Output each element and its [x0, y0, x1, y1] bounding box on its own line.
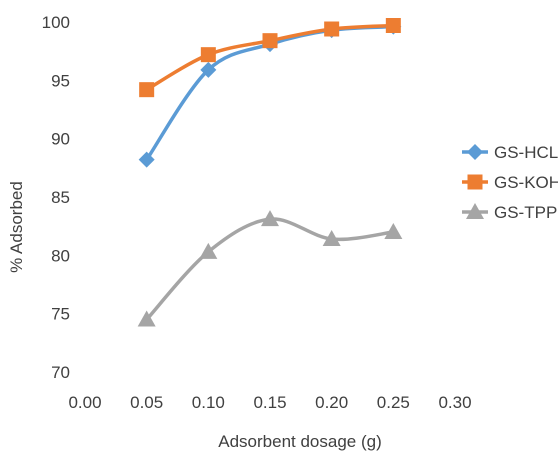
x-axis-ticks: 0.00 0.05 0.10 0.15 0.20 0.25 0.30: [68, 393, 471, 412]
y-axis-ticks: 70 75 80 85 90 95 100: [42, 13, 70, 382]
data-point-gs-koh: [324, 21, 340, 37]
legend-label: GS-HCL: [494, 143, 558, 162]
legend: GS-HCL GS-KOH GS-TPP: [462, 143, 558, 222]
series-line-gs-tpp: [145, 217, 394, 321]
data-point-gs-tpp: [137, 310, 156, 327]
x-tick-label: 0.15: [253, 393, 286, 412]
y-tick-label: 70: [51, 363, 70, 382]
y-tick-label: 75: [51, 305, 70, 324]
data-point-gs-tpp: [384, 223, 403, 239]
x-tick-label: 0.30: [438, 393, 471, 412]
x-tick-label: 0.20: [315, 393, 348, 412]
series-lines: [145, 23, 394, 321]
y-tick-label: 80: [51, 246, 70, 265]
x-tick-label: 0.00: [68, 393, 101, 412]
legend-marker-gs-hcl: [467, 144, 483, 160]
data-point-gs-koh: [139, 82, 155, 98]
y-tick-label: 100: [42, 13, 70, 32]
x-axis-title: Adsorbent dosage (g): [218, 432, 382, 451]
y-tick-label: 90: [51, 130, 70, 149]
x-tick-label: 0.10: [192, 393, 225, 412]
data-point-gs-tpp: [322, 230, 341, 246]
y-tick-label: 95: [51, 71, 70, 90]
data-point-gs-koh: [385, 18, 401, 33]
legend-marker-gs-tpp: [466, 203, 484, 219]
y-tick-label: 85: [51, 188, 70, 207]
y-axis-title: % Adsorbed: [7, 181, 26, 273]
data-point-gs-hcl: [200, 61, 217, 78]
legend-label: GS-TPP: [494, 203, 557, 222]
data-point-gs-koh: [262, 33, 278, 49]
x-tick-label: 0.25: [377, 393, 410, 412]
data-point-gs-hcl: [138, 151, 155, 168]
legend-marker-gs-koh: [467, 174, 483, 190]
legend-label: GS-KOH: [494, 173, 558, 192]
data-point-gs-tpp: [199, 242, 218, 259]
data-point-gs-koh: [200, 47, 216, 63]
x-tick-label: 0.05: [130, 393, 163, 412]
series-markers: [137, 18, 403, 327]
data-point-gs-tpp: [261, 210, 279, 227]
